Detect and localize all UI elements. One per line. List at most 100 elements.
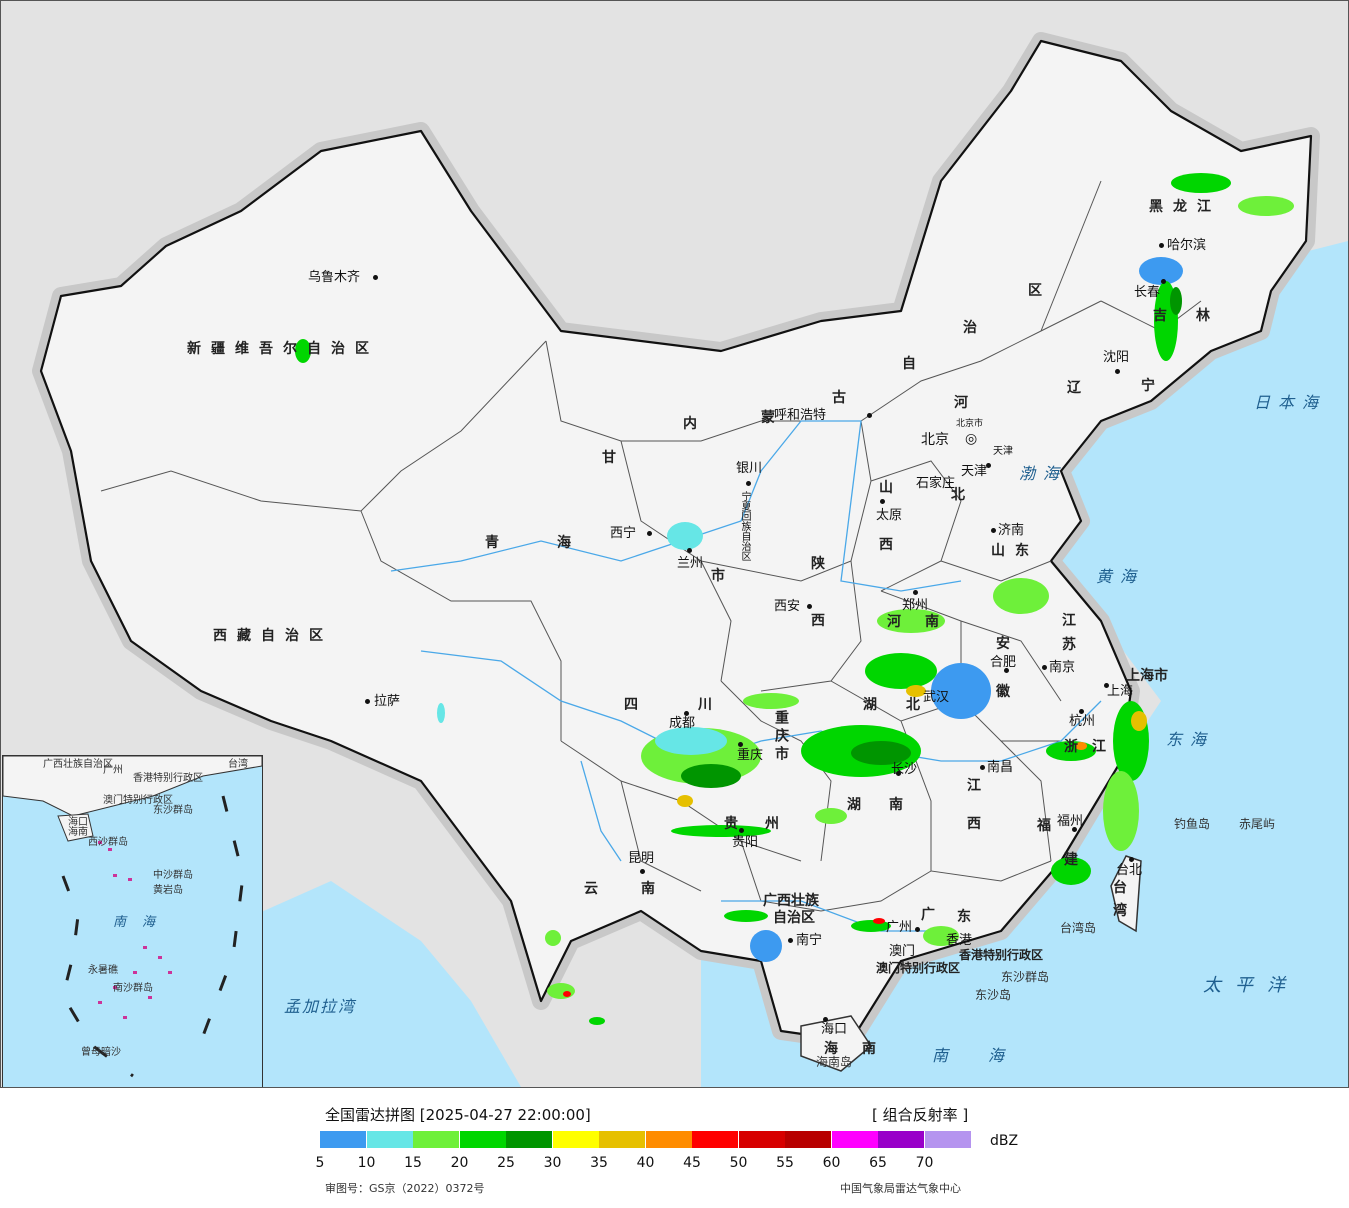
- city-hefei: 合肥: [990, 655, 1017, 670]
- city-zhengzhou: 郑州: [902, 598, 929, 613]
- legend-tick: 20: [450, 1155, 469, 1171]
- city-dot: [1072, 827, 1077, 832]
- label-shanxi-2: 西: [879, 537, 893, 553]
- city-jinan: 济南: [998, 523, 1025, 538]
- inset-hainan: [57, 813, 94, 842]
- city-lanzhou: 兰州: [677, 556, 704, 571]
- label-yunnan-2: 南: [641, 881, 655, 897]
- south-sea-inset: 广西壮族自治区 广州 香港特别行政区 澳门特别行政区 台湾 海口 海南 东沙群岛…: [2, 755, 263, 1087]
- city-dot: [1159, 243, 1164, 248]
- legend-tick: 30: [543, 1155, 562, 1171]
- city-chongqing: 重庆: [737, 748, 764, 763]
- label-nmg-5: 治: [963, 320, 977, 336]
- radar-echoes: [295, 173, 1294, 1025]
- legend-tick: 15: [404, 1155, 422, 1171]
- rivers: [390, 420, 1102, 932]
- label-nmg-2: 蒙: [761, 410, 775, 426]
- label-chongqing: 重庆市: [773, 710, 789, 764]
- legend-tick: 70: [915, 1155, 934, 1171]
- label-jilin-2: 林: [1196, 308, 1210, 324]
- label-liaoning-2: 宁: [1141, 378, 1155, 394]
- label-hubei-1: 湖: [863, 697, 877, 713]
- inset-haikou: 海口: [68, 817, 88, 828]
- label-gansu-shi: 市: [711, 568, 725, 584]
- product-type: [ 组合反射率 ]: [872, 1106, 969, 1124]
- sea-bohai: 渤海: [1019, 464, 1068, 483]
- sea-east: 东海: [1166, 730, 1215, 749]
- city-dot: [880, 499, 885, 504]
- city-yinchuan: 银川: [736, 461, 763, 476]
- inset-canvas: [3, 756, 262, 1078]
- label-hainan-2: 南: [862, 1041, 876, 1057]
- bengal-sea-area: [241, 881, 521, 1087]
- city-hangzhou: 杭州: [1069, 714, 1096, 729]
- inset-boundary: [61, 795, 245, 1078]
- capital-icon: ◎: [965, 431, 978, 447]
- legend-tick: 40: [636, 1155, 655, 1171]
- hainan-island: [800, 1015, 872, 1072]
- city-dot: [1161, 279, 1166, 284]
- label-guizhou-2: 州: [765, 816, 779, 832]
- label-guangxi-2: 自治区: [773, 910, 815, 926]
- label-shaanxi-1: 陕: [811, 556, 825, 572]
- city-dot: [1115, 369, 1120, 374]
- city-urumqi: 乌鲁木齐: [308, 270, 361, 285]
- label-taiwan-2: 湾: [1113, 903, 1127, 919]
- sea-bengal: 孟加拉湾: [284, 997, 357, 1016]
- label-guangxi-1: 广西壮族: [763, 893, 819, 909]
- map-title: 全国雷达拼图 [2025-04-27 22:00:00]: [325, 1106, 591, 1124]
- city-hongkong: 香港: [946, 933, 973, 948]
- city-dot: [1004, 668, 1009, 673]
- city-shanghai: 上海: [1107, 684, 1134, 699]
- legend-tick: 35: [590, 1155, 608, 1171]
- city-dot: [687, 548, 692, 553]
- label-nmg-3: 古: [832, 390, 846, 406]
- label-hainan-1: 海: [824, 1041, 838, 1057]
- city-wuhan: 武汉: [923, 690, 950, 705]
- city-changsha: 长沙: [891, 762, 918, 777]
- label-sichuan-2: 川: [698, 697, 712, 713]
- city-dot: [896, 771, 901, 776]
- city-chengdu: 成都: [669, 716, 696, 731]
- legend-swatch: [599, 1131, 645, 1148]
- legend-tick: 60: [822, 1155, 841, 1171]
- inset-zengmu: 曾母暗沙: [81, 1047, 121, 1058]
- inset-guangxi: 广西壮族自治区: [43, 759, 113, 770]
- map-canvas: [32, 32, 1348, 1087]
- sea-yellow: 黄海: [1096, 567, 1145, 586]
- label-hunan-2: 南: [889, 797, 903, 813]
- legend-tick: 65: [869, 1155, 887, 1171]
- city-dot: [913, 590, 918, 595]
- city-nanning: 南宁: [796, 933, 823, 948]
- legend-swatch: [459, 1131, 506, 1148]
- city-dot: [738, 742, 743, 747]
- label-sichuan-1: 四: [624, 697, 638, 713]
- city-dot: [823, 1017, 828, 1022]
- label-liaoning-1: 辽: [1067, 380, 1081, 396]
- inset-hainan: 海南: [68, 827, 88, 838]
- city-guiyang: 贵阳: [732, 835, 759, 850]
- city-dot: [373, 275, 378, 280]
- label-hubei-2: 北: [906, 697, 920, 713]
- sea-south: 南海: [932, 1046, 1045, 1065]
- city-tianjin-small: 天津: [993, 446, 1013, 457]
- city-dot: [991, 528, 996, 533]
- city-beijing: 北京: [921, 432, 949, 448]
- city-dot: [739, 828, 744, 833]
- label-jiangxi-2: 西: [967, 816, 981, 832]
- city-shenyang: 沈阳: [1103, 350, 1130, 365]
- label-zhejiang-2: 江: [1092, 739, 1106, 755]
- island-taiwan: 台湾岛: [1060, 921, 1097, 935]
- city-dot: [915, 927, 920, 932]
- city-taipei: 台北: [1116, 863, 1143, 878]
- label-hebei-1: 河: [954, 395, 968, 411]
- legend-tick: 10: [357, 1155, 376, 1171]
- label-yunnan-1: 云: [584, 881, 598, 897]
- label-henan-2: 南: [925, 614, 939, 630]
- legend-swatch: [831, 1131, 878, 1148]
- legend-swatch: [320, 1131, 366, 1148]
- city-dot: [640, 869, 645, 874]
- legend-tick: 5: [315, 1155, 325, 1171]
- city-lhasa: 拉萨: [374, 694, 401, 709]
- legend-swatch: [878, 1131, 924, 1148]
